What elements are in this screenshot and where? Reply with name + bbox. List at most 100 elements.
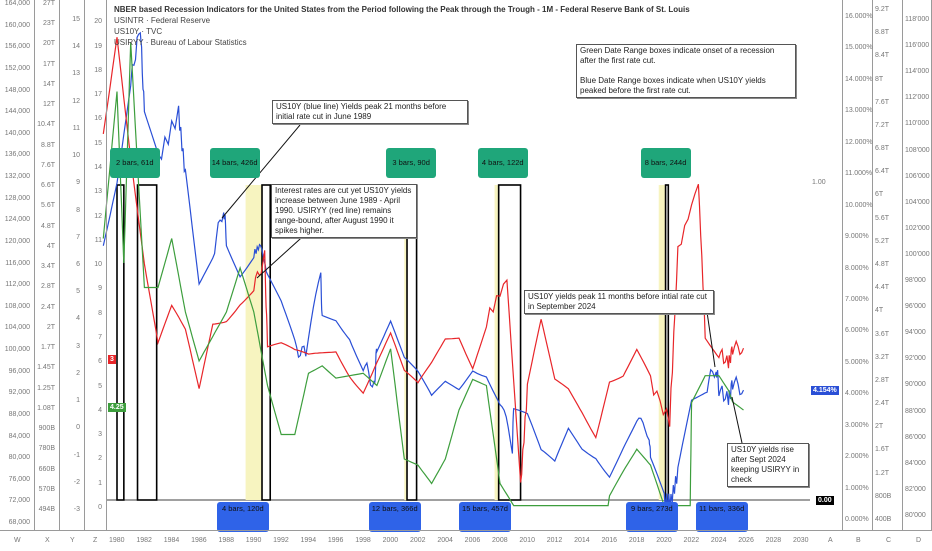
- axis-tick-label: 7.000%: [845, 295, 869, 303]
- axis-tick-label: 152,000: [4, 64, 30, 72]
- axis-tick-label: 14T: [42, 80, 55, 88]
- nber-value-tag: 0.00: [816, 496, 834, 505]
- axis-tick-label: 1: [76, 397, 80, 405]
- axis-tick-label: 98'000: [905, 277, 926, 285]
- axis-tick-label: 660B: [38, 465, 55, 473]
- axis-tick-label: 140,000: [4, 129, 30, 137]
- axis-tick-label: 20T: [42, 40, 55, 48]
- legend-usiryy[interactable]: USIRYY · Bureau of Labour Statistics: [114, 38, 247, 47]
- axis-tick-label: 2.000%: [845, 453, 869, 461]
- axis-tick-label: 4: [76, 315, 80, 323]
- x-tick-label: 1988: [218, 537, 235, 544]
- axis-tick-label: 2.4T: [40, 303, 55, 311]
- axis-tick-label: 19: [94, 42, 102, 50]
- axis-tick-label: 6.4T: [875, 168, 890, 176]
- axis-tick-label: 118'000: [905, 16, 930, 23]
- blue-range-label[interactable]: 15 bars, 457d: [458, 502, 511, 532]
- axis-tick-label: 120,000: [4, 237, 30, 245]
- axis-d[interactable]: 118'000 116'000 114'000 112'000 110'000 108'0…: [903, 0, 932, 530]
- green-range-label[interactable]: 3 bars, 90d: [386, 148, 437, 178]
- axis-b[interactable]: 16.000% 15.000% 14.000% 13.000% 12.000% 11.00…: [843, 0, 873, 530]
- axis-tick-label: 5: [98, 382, 102, 390]
- axis-tick-label: 1.000%: [845, 484, 869, 492]
- axis-tick-label: 2: [98, 455, 102, 463]
- x-tick-label: 1986: [191, 537, 207, 544]
- axis-tick-label: 2.4T: [875, 400, 890, 408]
- axis-tick-label: 8.4T: [875, 52, 890, 60]
- annotation-arrow: [705, 304, 716, 368]
- axis-tick-label: 1.2T: [875, 469, 890, 477]
- axis-tick-label: 3: [98, 431, 102, 439]
- green-range-label[interactable]: 8 bars, 244d: [640, 148, 691, 178]
- chart-plot: [102, 31, 810, 510]
- axis-tick-label: 13: [72, 70, 80, 78]
- axis-tick-label: 4.000%: [845, 390, 869, 398]
- axis-tick-label: 104'000: [905, 198, 930, 206]
- axis-tick-label: 27T: [42, 0, 55, 7]
- legend-usintr[interactable]: USINTR · Federal Reserve: [114, 16, 211, 25]
- blue-range-label[interactable]: 12 bars, 366d: [368, 502, 421, 532]
- green-range-label[interactable]: 4 bars, 122d: [477, 148, 528, 178]
- axis-tick-label: 8: [98, 309, 102, 317]
- axis-tick-label: 100,000: [4, 346, 30, 353]
- blue-range-label[interactable]: 11 bars, 336d: [695, 502, 748, 532]
- x-tick-label: 2026: [738, 537, 754, 544]
- note-2024-rise: US10Y yields rise after Sept 2024 keepin…: [727, 443, 809, 487]
- axis-tick-label: 96,000: [8, 367, 30, 375]
- us10y-value-tag: 4.154%: [811, 386, 839, 395]
- axis-tick-label: 8.8T: [40, 141, 55, 149]
- pre-cut-band: [494, 185, 499, 500]
- axis-tick-label: 90'000: [905, 381, 926, 389]
- blue-range-label[interactable]: 4 bars, 120d: [216, 502, 269, 532]
- x-tick-label: 2016: [601, 537, 618, 544]
- axis-tick-label: 4.8T: [875, 261, 890, 268]
- pre-cut-band: [404, 185, 408, 500]
- axis-tick-label: 8: [76, 206, 80, 214]
- series-usiryy: [102, 37, 745, 483]
- x-tick-label: 2004: [437, 537, 453, 544]
- axis-tick-label: 164,000: [4, 0, 30, 7]
- axis-tick-label: 112,000: [5, 281, 30, 289]
- x-tick-label: 1984: [163, 537, 180, 544]
- axis-tick-label: -1: [73, 451, 80, 459]
- axis-tick-label: 0: [76, 424, 80, 432]
- axis-tick-label: 7: [98, 334, 102, 341]
- axis-tick-label: 17T: [42, 60, 55, 68]
- axis-x[interactable]: 27T 23T 20T 17T 14T 12T 10.4T 8.8T 7.6T 6.6T 5.6T 4…: [35, 0, 60, 530]
- axis-z[interactable]: 2120191817161514131211109876543210: [85, 0, 107, 530]
- blue-range-label[interactable]: 9 bars, 273d: [625, 502, 678, 532]
- axis-tick-label: 92'000: [905, 355, 926, 363]
- x-tick-label: 1980: [109, 537, 125, 544]
- axis-tick-label: 8T: [875, 75, 884, 83]
- axis-tick-label: 7: [76, 233, 80, 241]
- axis-tick-label: 132,000: [4, 173, 30, 180]
- axis-tick-label: 88,000: [8, 410, 30, 418]
- axis-tick-label: 900B: [38, 425, 55, 433]
- axis-tick-label: 80,000: [8, 454, 30, 462]
- x-tick-label: 2030: [793, 537, 809, 544]
- axis-tick-label: 6: [76, 261, 80, 268]
- x-tick-label: 1992: [273, 537, 289, 544]
- x-tick-label: 2012: [546, 537, 563, 544]
- axis-tick-label: 108,000: [4, 302, 30, 310]
- green-range-label[interactable]: 14 bars, 426d: [209, 148, 260, 178]
- x-tick-label: 2000: [382, 537, 399, 544]
- axis-c[interactable]: 9.2T 8.8T 8.4T 8T 7.6T 7.2T 6.8T 6.4T 6T 5.6T 5.2T…: [873, 0, 903, 530]
- axis-tick-label: 9: [76, 179, 80, 187]
- axis-y[interactable]: 15 14 13 12 11 10 9 8 7 6 5 4 3 2 1 0 -1 -2 -3: [60, 0, 85, 530]
- axis-name: X: [45, 537, 50, 544]
- axis-tick-label: 12T: [42, 101, 55, 109]
- axis-a[interactable]: 1.00: [810, 0, 843, 530]
- green-range-label[interactable]: 2 bars, 61d: [109, 148, 160, 178]
- axis-w[interactable]: 164,000 160,000 156,000 152,000 148,000 144,0…: [0, 0, 35, 530]
- chart-title: NBER based Recession Indicators for the …: [114, 5, 690, 14]
- legend-us10y[interactable]: US10Y · TVC: [114, 27, 163, 36]
- axis-tick-label: 5.2T: [875, 237, 890, 245]
- axis-tick-label: 9.2T: [875, 6, 890, 13]
- axis-tick-label: 124,000: [4, 216, 30, 224]
- axis-tick-label: 11: [72, 124, 80, 132]
- axis-tick-label: 11: [94, 236, 102, 244]
- x-tick-label: 2028: [765, 537, 782, 544]
- axis-tick-label: 5.6T: [875, 214, 890, 222]
- axis-tick-label: 1: [98, 479, 102, 487]
